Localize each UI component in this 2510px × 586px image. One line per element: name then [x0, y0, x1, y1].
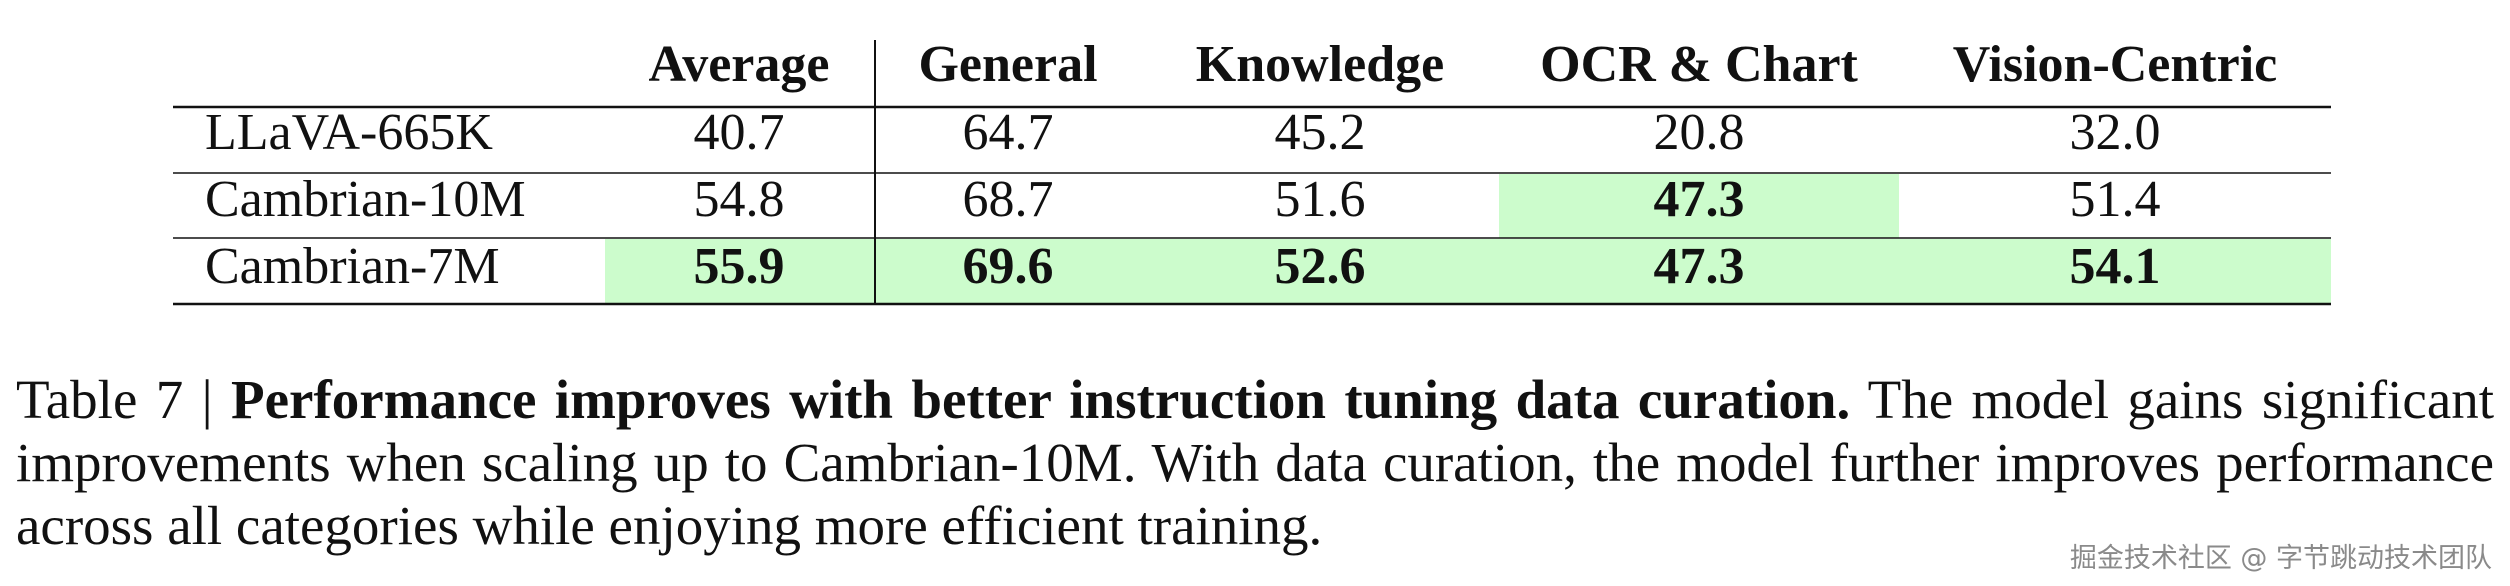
cell-highlight	[1499, 239, 1899, 304]
cell-value: 51.6	[1275, 171, 1366, 228]
cell-value: 55.9	[694, 238, 785, 295]
cell-value: 32.0	[2070, 104, 2161, 161]
cell-value: 47.3	[1654, 238, 1745, 295]
row-label: Cambrian-7M	[205, 238, 500, 295]
row-label: Cambrian-10M	[205, 171, 526, 228]
column-header: OCR & Chart	[1540, 36, 1858, 93]
column-header: Knowledge	[1196, 36, 1444, 93]
cell-value: 45.2	[1275, 104, 1366, 161]
cell-highlight	[1899, 239, 2331, 304]
cell-value: 47.3	[1654, 171, 1745, 228]
cell-value: 64.7	[963, 104, 1054, 161]
column-header: General	[918, 36, 1097, 93]
column-header: Vision-Centric	[1953, 36, 2277, 93]
cell-value: 68.7	[963, 171, 1054, 228]
cell-highlight	[1499, 174, 1899, 238]
cell-value: 69.6	[963, 238, 1054, 295]
cell-highlight	[875, 239, 1141, 304]
cell-value: 51.4	[2070, 171, 2161, 228]
row-label: LLaVA-665K	[205, 104, 493, 161]
caption: Table 7 | Performance improves with bett…	[16, 368, 2494, 557]
caption-label: Table 7 |	[16, 369, 213, 430]
watermark: 掘金技术社区 @ 字节跳动技术团队	[2069, 543, 2492, 574]
cell-value: 52.6	[1275, 238, 1366, 295]
cell-highlight	[605, 239, 875, 304]
caption-text: The model gains significant improvements…	[16, 369, 2495, 556]
results-table: Average General Knowledge OCR & Chart Vision…	[173, 36, 2331, 306]
cell-value: 54.8	[694, 171, 785, 228]
caption-bold: Performance improves with better instruc…	[231, 369, 1851, 430]
cell-value: 20.8	[1654, 104, 1745, 161]
column-header: Average	[649, 36, 830, 93]
cell-value: 40.7	[694, 104, 785, 161]
cell-value: 54.1	[2070, 238, 2161, 295]
cell-highlight	[1141, 239, 1499, 304]
